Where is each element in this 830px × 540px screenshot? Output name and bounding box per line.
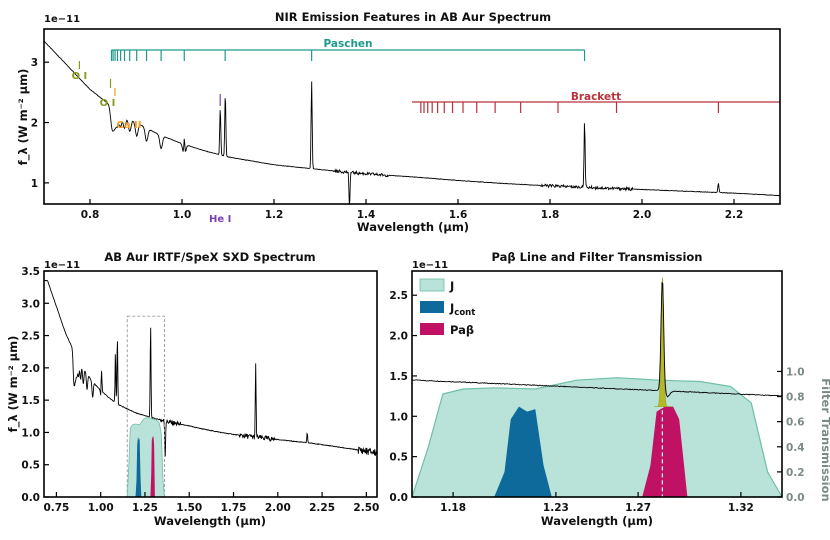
top-spectrum-line xyxy=(43,40,780,205)
right-ytick-label: 2.0 xyxy=(389,331,408,343)
left-xtick-label: 1.50 xyxy=(176,502,202,514)
annotation-label: Ca II xyxy=(116,120,141,131)
inset-jcont-filter xyxy=(135,436,142,497)
left-xtick-label: 1.00 xyxy=(88,502,114,514)
right-xtick-label: 1.32 xyxy=(728,502,754,514)
top-xtick-label: 1.0 xyxy=(173,209,192,221)
legend-swatch xyxy=(420,301,444,313)
left-xlabel: Wavelength (μm) xyxy=(154,514,266,528)
annotation-label: O I xyxy=(72,71,88,82)
right-legend: J Jcont Paβ xyxy=(419,278,475,337)
right-ticks: 1.18 1.23 1.27 1.32 0.0 0.5 1.0 1.5 2.0 2.5 0.0 0.2… xyxy=(389,290,804,514)
left-ylabel: f_λ (W m⁻² μm) xyxy=(6,336,21,433)
left-spectrum xyxy=(43,279,378,457)
left-xtick-label: 2.50 xyxy=(353,502,379,514)
left-ticks: 0.75 1.00 1.25 1.50 1.75 2.00 2.25 2.50 0.0 0.5 1.… xyxy=(21,266,379,514)
legend-swatch xyxy=(419,278,445,292)
right-ytick-label: 0.0 xyxy=(389,492,408,504)
left-panel: AB Aur IRTF/SpeX SXD Spectrum 1e−11 0.75… xyxy=(6,250,379,528)
right-y2tick-label: 0.6 xyxy=(786,417,805,429)
top-xtick-label: 2.2 xyxy=(725,209,744,221)
left-ytick-label: 0.0 xyxy=(21,492,40,504)
right-ytick-label: 1.5 xyxy=(389,371,408,383)
left-spectrum-line xyxy=(43,279,378,457)
left-ytick-label: 1.5 xyxy=(21,395,40,407)
left-inset xyxy=(126,315,165,498)
top-spectrum xyxy=(43,40,780,205)
inset-j-filter xyxy=(126,416,165,498)
j-filter-area xyxy=(411,377,783,498)
left-xtick-label: 2.25 xyxy=(309,502,335,514)
legend-label-subscript: cont xyxy=(454,308,475,318)
top-xtick-label: 1.4 xyxy=(357,209,376,221)
top-xtick-label: 2.0 xyxy=(633,209,652,221)
right-ytick-label: 0.5 xyxy=(389,452,408,464)
right-title: Paβ Line and Filter Transmission xyxy=(492,250,703,264)
top-ylabel: f_λ (W m⁻² μm) xyxy=(16,69,31,166)
top-xtick-label: 0.8 xyxy=(81,209,100,221)
legend-label: Jcont xyxy=(449,301,475,318)
top-ticks: 0.8 1.0 1.2 1.4 1.6 1.8 2.0 2.2 1 2 3 xyxy=(31,57,744,221)
right-spectrum xyxy=(411,281,783,398)
jcont-filter-area xyxy=(494,406,552,497)
left-ytick-label: 0.5 xyxy=(21,460,40,472)
left-xtick-label: 0.75 xyxy=(43,502,69,514)
pab-filter-area xyxy=(642,406,688,497)
brackett-label: Brackett xyxy=(571,91,621,103)
top-xtick-label: 1.6 xyxy=(449,209,468,221)
top-title: NIR Emission Features in AB Aur Spectrum xyxy=(275,10,551,24)
right-y2tick-label: 0.8 xyxy=(786,392,805,404)
legend-label: J xyxy=(449,279,454,293)
left-ytick-label: 3.0 xyxy=(21,298,40,310)
top-ytick-label: 3 xyxy=(31,57,38,69)
top-panel: NIR Emission Features in AB Aur Spectrum… xyxy=(16,10,781,234)
right-filters xyxy=(411,277,783,498)
right-xtick-label: 1.23 xyxy=(543,502,569,514)
top-xtick-label: 1.8 xyxy=(541,209,560,221)
left-ytick-label: 2.5 xyxy=(21,331,40,343)
inset-pab-filter xyxy=(150,436,155,497)
left-ytick-label: 3.5 xyxy=(21,266,40,278)
right-ylabel-right: Filter Transmission xyxy=(819,378,830,501)
left-multiplier: 1e−11 xyxy=(44,260,80,271)
right-panel: Paβ Line and Filter Transmission 1e−11 1… xyxy=(389,250,830,528)
left-ytick-label: 2.0 xyxy=(21,363,40,375)
left-axes-frame xyxy=(43,270,378,498)
right-y2tick-label: 0.4 xyxy=(786,442,805,454)
right-y2tick-label: 0.2 xyxy=(786,467,805,479)
right-axes-frame xyxy=(411,270,783,498)
top-axes-frame xyxy=(43,28,781,205)
right-ytick-label: 1.0 xyxy=(389,411,408,423)
left-xtick-label: 2.00 xyxy=(265,502,291,514)
right-xtick-label: 1.18 xyxy=(440,502,466,514)
top-multiplier: 1e−11 xyxy=(44,14,80,25)
right-y2tick-label: 0.0 xyxy=(786,492,805,504)
right-spectrum-line xyxy=(411,281,783,398)
right-ytick-label: 2.5 xyxy=(389,290,408,302)
paschen-label: Paschen xyxy=(323,38,372,50)
top-xlabel: Wavelength (μm) xyxy=(357,220,469,234)
right-multiplier: 1e−11 xyxy=(412,260,448,271)
legend-swatch xyxy=(420,323,444,335)
top-ytick-label: 2 xyxy=(31,118,38,130)
right-xtick-label: 1.27 xyxy=(625,502,651,514)
legend-label: Paβ xyxy=(450,323,474,337)
right-y2tick-label: 1.0 xyxy=(786,366,805,378)
annotation-label: O I xyxy=(100,98,116,109)
pab-emission-peak xyxy=(654,277,671,407)
left-ytick-label: 1.0 xyxy=(21,427,40,439)
left-xtick-label: 1.25 xyxy=(132,502,158,514)
top-xtick-label: 1.2 xyxy=(265,209,284,221)
left-title: AB Aur IRTF/SpeX SXD Spectrum xyxy=(104,250,315,264)
top-ytick-label: 1 xyxy=(31,178,38,190)
left-xtick-label: 1.75 xyxy=(221,502,247,514)
annotation-label: He I xyxy=(209,214,231,225)
right-xlabel: Wavelength (μm) xyxy=(541,514,653,528)
